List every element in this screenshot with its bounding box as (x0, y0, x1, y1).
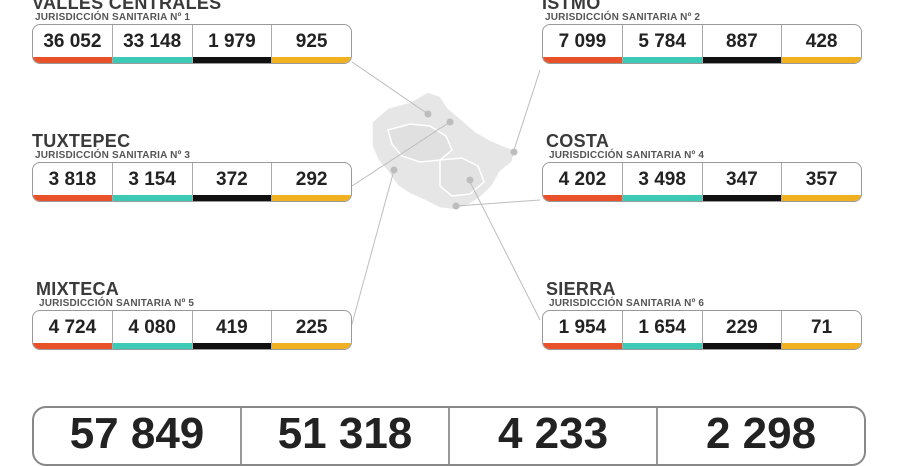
region-subtitle: JURISDICCIÓN SANITARIA Nº 1 (35, 12, 191, 23)
region-name: TUXTEPEC (32, 131, 131, 151)
region-valles-centrales: VALLES CENTRALES JURISDICCIÓN SANITARIA … (32, 0, 354, 74)
region-stats: 4 202 3 498 347 357 (542, 162, 862, 202)
oaxaca-map (371, 91, 517, 211)
stat-cell: 3 818 (33, 163, 113, 201)
region-subtitle: JURISDICCIÓN SANITARIA Nº 3 (35, 150, 191, 161)
stat-cell: 925 (272, 25, 351, 63)
stat-cell: 225 (272, 311, 351, 349)
stat-cell: 4 724 (33, 311, 113, 349)
region-stats: 7 099 5 784 887 428 (542, 24, 862, 64)
region-stats: 1 954 1 654 229 71 (542, 310, 862, 350)
region-name: ISTMO (542, 0, 601, 13)
total-cell: 2 298 (705, 409, 817, 458)
stat-cell: 229 (702, 311, 783, 349)
region-subtitle: JURISDICCIÓN SANITARIA Nº 5 (39, 298, 195, 309)
region-name: COSTA (546, 131, 610, 151)
stat-cell: 4 080 (112, 311, 193, 349)
region-name: VALLES CENTRALES (32, 0, 222, 13)
stat-cell: 292 (272, 163, 351, 201)
region-mixteca: MIXTECA JURISDICCIÓN SANITARIA Nº 5 4 72… (32, 279, 358, 360)
region-name: SIERRA (546, 279, 616, 299)
stat-cell: 1 979 (192, 25, 273, 63)
region-istmo: ISTMO JURISDICCIÓN SANITARIA Nº 2 7 099 … (542, 0, 864, 74)
region-subtitle: JURISDICCIÓN SANITARIA Nº 2 (545, 12, 701, 23)
stat-cell: 5 784 (622, 25, 703, 63)
region-subtitle: JURISDICCIÓN SANITARIA Nº 4 (549, 150, 705, 161)
map-and-leaders (351, 61, 541, 325)
totals-bar: 57 849 51 318 4 233 2 298 (32, 406, 866, 466)
stat-cell: 3 498 (622, 163, 703, 201)
stat-cell: 36 052 (33, 25, 113, 63)
stat-cell: 1 654 (622, 311, 703, 349)
total-cell: 57 849 (34, 408, 242, 464)
stat-cell: 372 (192, 163, 273, 201)
total-cell: 4 233 (450, 408, 658, 464)
region-sierra: SIERRA JURISDICCIÓN SANITARIA Nº 6 1 954… (542, 279, 868, 360)
region-stats: 36 052 33 148 1 979 925 (32, 24, 352, 64)
stat-cell: 3 154 (112, 163, 193, 201)
stat-cell: 71 (782, 311, 861, 349)
stat-cell: 1 954 (543, 311, 623, 349)
stat-cell: 887 (702, 25, 783, 63)
stat-cell: 7 099 (543, 25, 623, 63)
stat-cell: 347 (702, 163, 783, 201)
region-stats: 4 724 4 080 419 225 (32, 310, 352, 350)
region-stats: 3 818 3 154 372 292 (32, 162, 352, 202)
stat-cell: 428 (782, 25, 861, 63)
region-costa: COSTA JURISDICCIÓN SANITARIA Nº 4 4 202 … (542, 131, 868, 212)
stat-cell: 419 (192, 311, 273, 349)
region-tuxtepec: TUXTEPEC JURISDICCIÓN SANITARIA Nº 3 3 8… (32, 132, 354, 212)
stat-cell: 4 202 (543, 163, 623, 201)
region-name: MIXTECA (36, 279, 120, 299)
region-subtitle: JURISDICCIÓN SANITARIA Nº 6 (549, 298, 705, 309)
total-cell: 51 318 (242, 408, 450, 464)
stat-cell: 33 148 (112, 25, 193, 63)
stat-cell: 357 (782, 163, 861, 201)
